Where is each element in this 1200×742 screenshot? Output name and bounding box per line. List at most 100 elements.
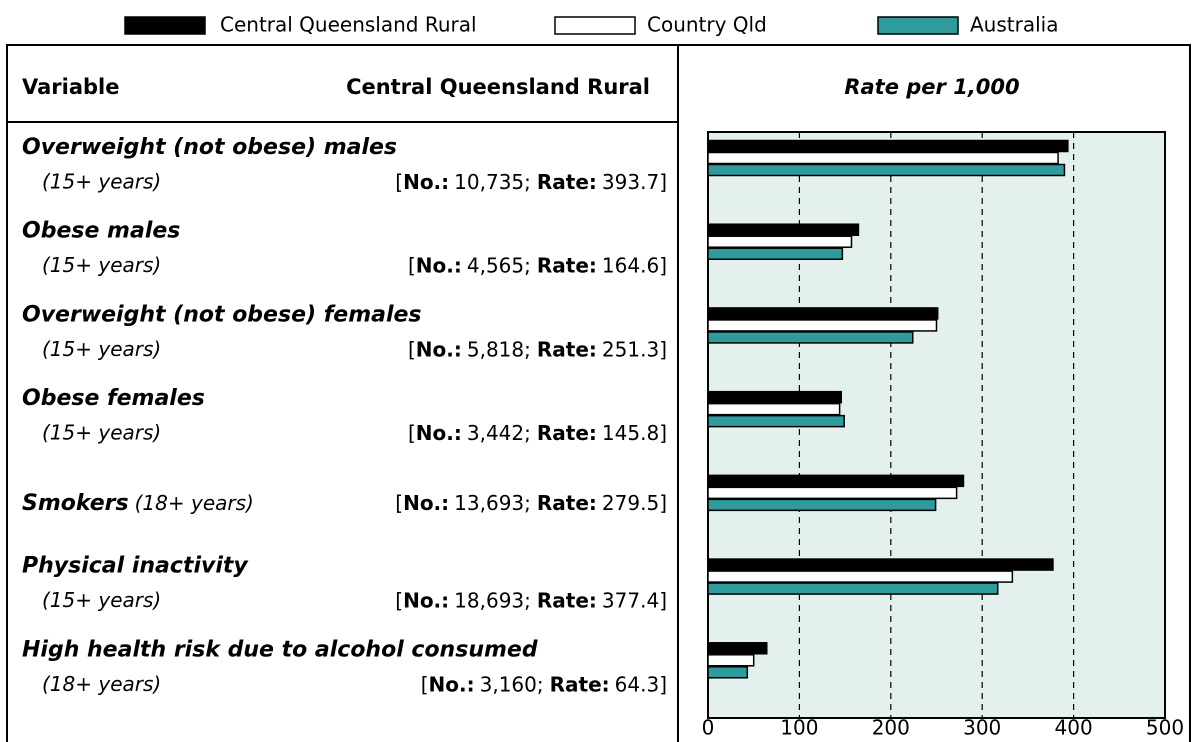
row-note: (18+ years) [42, 672, 161, 696]
bar [707, 582, 999, 595]
row-label: Physical inactivity [22, 554, 249, 579]
row-label: Obese males [22, 219, 180, 244]
row-detail: [No.: 4,565; Rate: 164.6] [408, 253, 667, 277]
separator: ; [524, 588, 531, 612]
rate-label: Rate: [537, 421, 597, 445]
count: 3,442 [467, 421, 524, 445]
x-tick-label: 300 [963, 716, 1001, 740]
bar [707, 414, 845, 428]
row-label-line: Obese females [22, 386, 205, 411]
bracket: [ [408, 337, 416, 361]
legend-swatch [124, 16, 206, 35]
bar [707, 247, 844, 260]
bracket: [ [408, 253, 416, 277]
x-tick-label: 400 [1055, 716, 1093, 740]
row-note: (18+ years) [135, 490, 254, 514]
bracket: [ [395, 490, 403, 514]
separator: ; [524, 170, 531, 194]
bracket: ] [659, 253, 667, 277]
rate: 251.3 [602, 337, 659, 361]
number-label: No.: [416, 421, 462, 445]
rate: 164.6 [602, 253, 659, 277]
separator: ; [524, 421, 531, 445]
bar [707, 558, 1054, 571]
rate-label: Rate: [537, 253, 597, 277]
bar [707, 223, 860, 236]
bar [707, 151, 1059, 165]
rate: 145.8 [602, 421, 659, 445]
bracket: [ [408, 421, 416, 445]
bracket: ] [659, 588, 667, 612]
row-detail: [No.: 3,442; Rate: 145.8] [408, 421, 667, 445]
bar [707, 307, 939, 320]
row-label: Overweight (not obese) males [22, 135, 397, 160]
count: 13,693 [454, 490, 524, 514]
legend-swatch [877, 16, 959, 35]
rate-label: Rate: [537, 588, 597, 612]
table-border [6, 44, 1191, 742]
x-tick-label: 200 [872, 716, 910, 740]
row-label-line: Obese males [22, 219, 180, 244]
bar [707, 331, 914, 344]
bar [707, 654, 755, 667]
x-tick-label: 0 [702, 716, 715, 740]
bar [707, 390, 843, 404]
bracket: ] [659, 490, 667, 514]
bracket: ] [659, 421, 667, 445]
rate: 64.3 [615, 672, 660, 696]
count: 3,160 [480, 672, 537, 696]
number-label: No.: [403, 588, 449, 612]
bracket: ] [659, 672, 667, 696]
count: 4,565 [467, 253, 524, 277]
separator: ; [524, 490, 531, 514]
axis-title: Rate per 1,000 [844, 75, 1019, 99]
bar [707, 163, 1066, 177]
number-label: No.: [403, 490, 449, 514]
row-label: Overweight (not obese) females [22, 302, 422, 327]
rate: 279.5 [602, 490, 659, 514]
row-label: High health risk due to alcohol consumed [22, 637, 538, 662]
legend-label: Central Queensland Rural [220, 13, 477, 37]
bracket: [ [395, 170, 403, 194]
row-label: Smokers [22, 491, 129, 516]
bracket: ] [659, 337, 667, 361]
rate: 377.4 [602, 588, 659, 612]
row-note: (15+ years) [42, 421, 161, 445]
bar [707, 319, 938, 332]
x-tick-label: 500 [1146, 716, 1184, 740]
number-label: No.: [416, 337, 462, 361]
bar [707, 666, 749, 679]
rate-label: Rate: [550, 672, 610, 696]
count: 10,735 [454, 170, 524, 194]
row-note: (15+ years) [42, 337, 161, 361]
count: 5,818 [467, 337, 524, 361]
number-label: No.: [429, 672, 475, 696]
bar [707, 474, 965, 488]
row-label-line: High health risk due to alcohol consumed [22, 637, 538, 662]
bar [707, 570, 1014, 583]
row-label-line: Physical inactivity [22, 554, 249, 579]
separator: ; [524, 253, 531, 277]
rate-label: Rate: [537, 170, 597, 194]
row-label-line: Smokers (18+ years) [22, 490, 254, 516]
bar [707, 235, 853, 248]
bar [707, 486, 958, 500]
x-tick-label: 100 [780, 716, 818, 740]
rate-label: Rate: [537, 337, 597, 361]
number-label: No.: [403, 170, 449, 194]
bracket: [ [395, 588, 403, 612]
row-label-line: Overweight (not obese) males [22, 135, 397, 160]
row-detail: [No.: 3,160; Rate: 64.3] [421, 672, 667, 696]
separator: ; [524, 337, 531, 361]
row-note: (15+ years) [42, 253, 161, 277]
bracket: ] [659, 170, 667, 194]
row-label: Obese females [22, 386, 205, 411]
legend-label: Australia [970, 13, 1058, 37]
rate-label: Rate: [537, 490, 597, 514]
bar [707, 402, 841, 416]
row-detail: [No.: 5,818; Rate: 251.3] [408, 337, 667, 361]
row-label-line: Overweight (not obese) females [22, 302, 422, 327]
count: 18,693 [454, 588, 524, 612]
bracket: [ [421, 672, 429, 696]
